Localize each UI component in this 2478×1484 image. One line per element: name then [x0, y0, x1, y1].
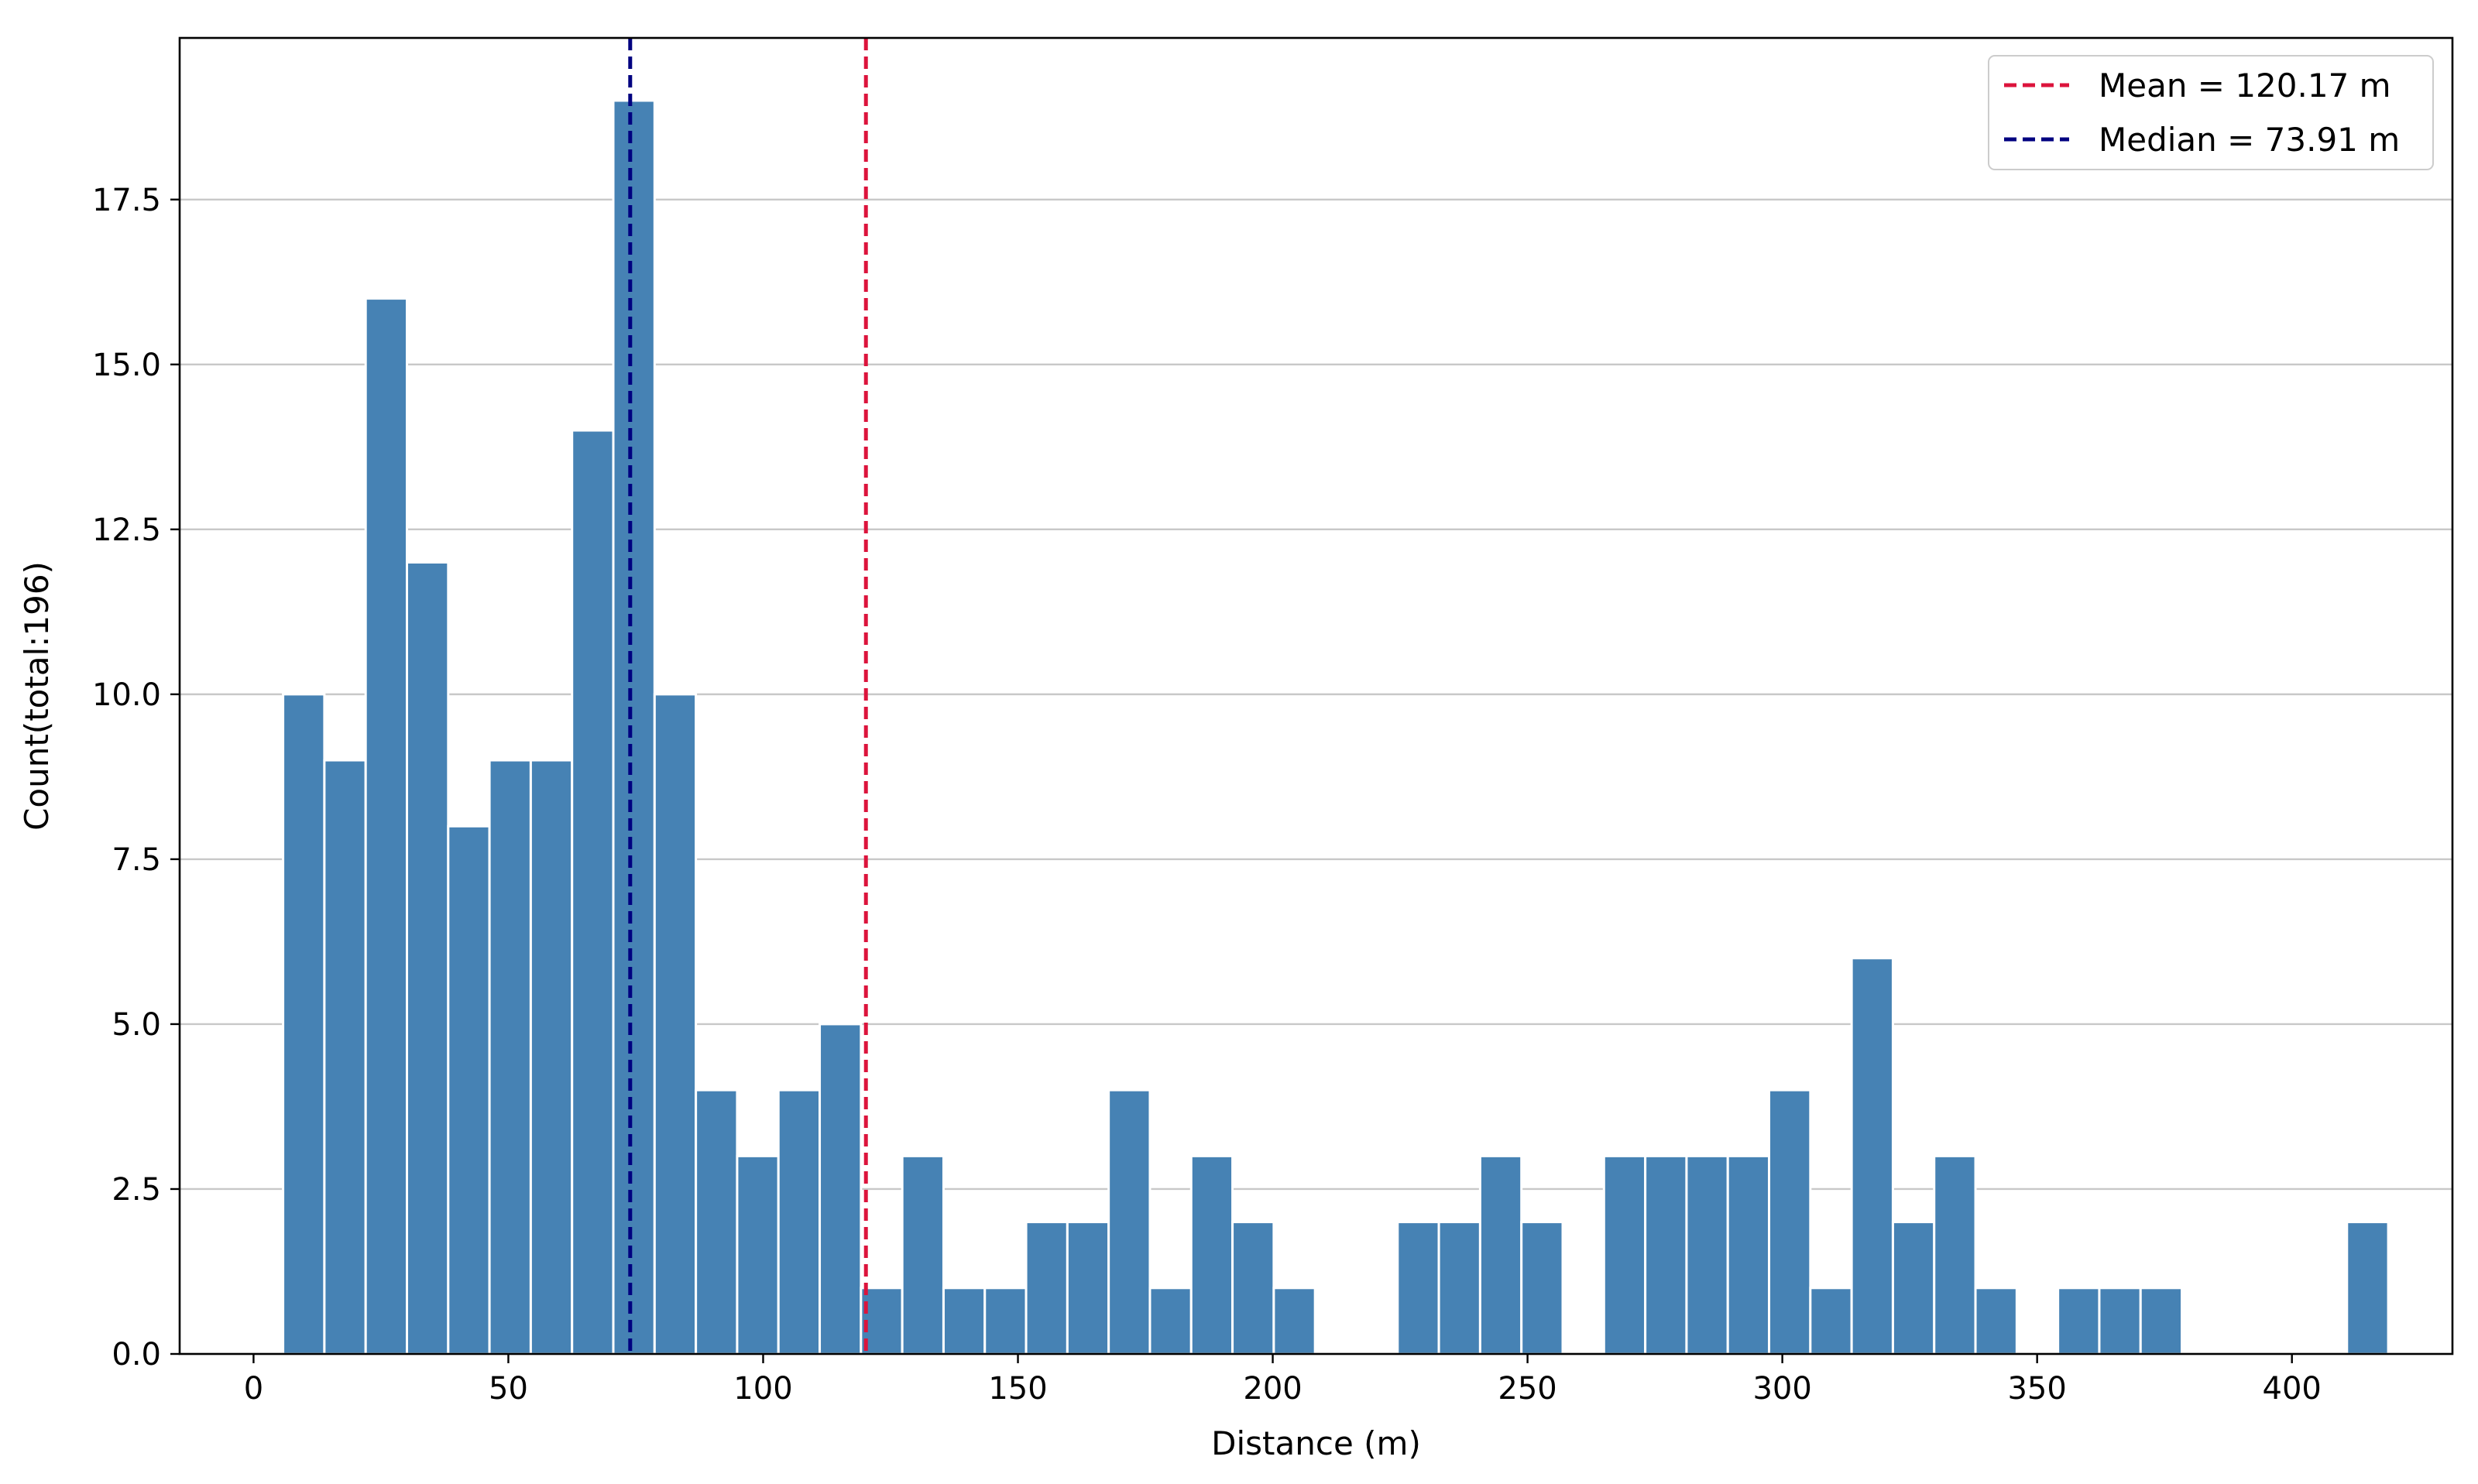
histogram-bar — [406, 560, 450, 1355]
histogram-bar — [653, 693, 698, 1355]
x-tick-label: 400 — [2263, 1371, 2322, 1407]
histogram-bar — [1066, 1221, 1110, 1355]
histogram-bar — [695, 1088, 739, 1355]
histogram-bar — [1231, 1221, 1275, 1355]
histogram-bar — [1272, 1287, 1316, 1355]
x-tick-label: 0 — [244, 1371, 263, 1407]
y-tick-label: 17.5 — [92, 183, 161, 218]
histogram-bar — [2098, 1287, 2142, 1355]
histogram-bar — [901, 1154, 945, 1355]
histogram-bar — [1685, 1154, 1729, 1355]
histogram-bar — [1602, 1154, 1647, 1355]
histogram-bar — [612, 99, 656, 1355]
y-tick-label: 0.0 — [112, 1337, 161, 1373]
histogram-bar — [1974, 1287, 2018, 1355]
y-tick-label: 15.0 — [92, 348, 161, 383]
histogram-bar — [1107, 1088, 1151, 1355]
histogram-bar — [1478, 1154, 1523, 1355]
x-tick-label: 150 — [988, 1371, 1047, 1407]
histogram-bar — [1437, 1221, 1481, 1355]
histogram-bar — [1148, 1287, 1193, 1355]
histogram-bar — [364, 297, 409, 1355]
histogram-bar — [1520, 1221, 1564, 1355]
histogram-bar — [1768, 1088, 1812, 1355]
histogram-bar — [860, 1287, 904, 1355]
x-tick-label: 200 — [1243, 1371, 1302, 1407]
histogram-bar — [2057, 1287, 2101, 1355]
x-tick-label: 100 — [733, 1371, 792, 1407]
reference-lines — [628, 38, 868, 1354]
y-axis-ticks: 0.0 2.5 5.0 7.5 10.0 12.5 15.0 17.5 — [92, 183, 180, 1373]
legend-median-label: Median = 73.91 m — [2099, 121, 2400, 159]
legend-mean-label: Mean = 120.17 m — [2099, 67, 2391, 105]
y-tick-label: 12.5 — [92, 512, 161, 548]
histogram-bar — [282, 693, 326, 1355]
x-tick-label: 350 — [2007, 1371, 2066, 1407]
histogram-bar — [1933, 1154, 1977, 1355]
histogram-bar — [1891, 1221, 1936, 1355]
legend: Mean = 120.17 m Median = 73.91 m — [1988, 55, 2434, 170]
x-tick-label: 50 — [489, 1371, 528, 1407]
histogram-bar — [2139, 1287, 2184, 1355]
y-axis-label: Count(total:196) — [18, 561, 56, 831]
legend-box — [1988, 55, 2434, 170]
histogram-bar — [983, 1287, 1028, 1355]
histogram-bar — [571, 429, 615, 1355]
histogram-bar — [2346, 1221, 2390, 1355]
y-tick-label: 10.0 — [92, 677, 161, 713]
histogram-bar — [1396, 1221, 1440, 1355]
y-tick-label: 7.5 — [112, 842, 161, 878]
histogram-bar — [736, 1154, 780, 1355]
y-tick-label: 5.0 — [112, 1007, 161, 1043]
x-axis-label: Distance (m) — [1211, 1424, 1421, 1462]
x-tick-label: 300 — [1752, 1371, 1811, 1407]
plot-frame — [178, 36, 2454, 1355]
x-tick-label: 250 — [1498, 1371, 1556, 1407]
histogram-bar — [447, 824, 491, 1355]
histogram-bar — [488, 759, 532, 1355]
histogram-bar — [1024, 1221, 1069, 1355]
histogram-bar — [942, 1287, 987, 1355]
histogram-bar — [1644, 1154, 1688, 1355]
x-axis-ticks: 0 50 100 150 200 250 300 350 400 — [244, 1354, 2322, 1407]
histogram-bar — [1809, 1287, 1853, 1355]
histogram-bar — [819, 1023, 863, 1355]
y-tick-label: 2.5 — [112, 1172, 161, 1208]
histogram-bar — [529, 759, 574, 1355]
histogram-bar — [1850, 957, 1894, 1355]
histogram-bar — [1189, 1154, 1234, 1355]
histogram-bar — [323, 759, 367, 1355]
histogram-bar — [777, 1088, 822, 1355]
histogram-bar — [1726, 1154, 1771, 1355]
